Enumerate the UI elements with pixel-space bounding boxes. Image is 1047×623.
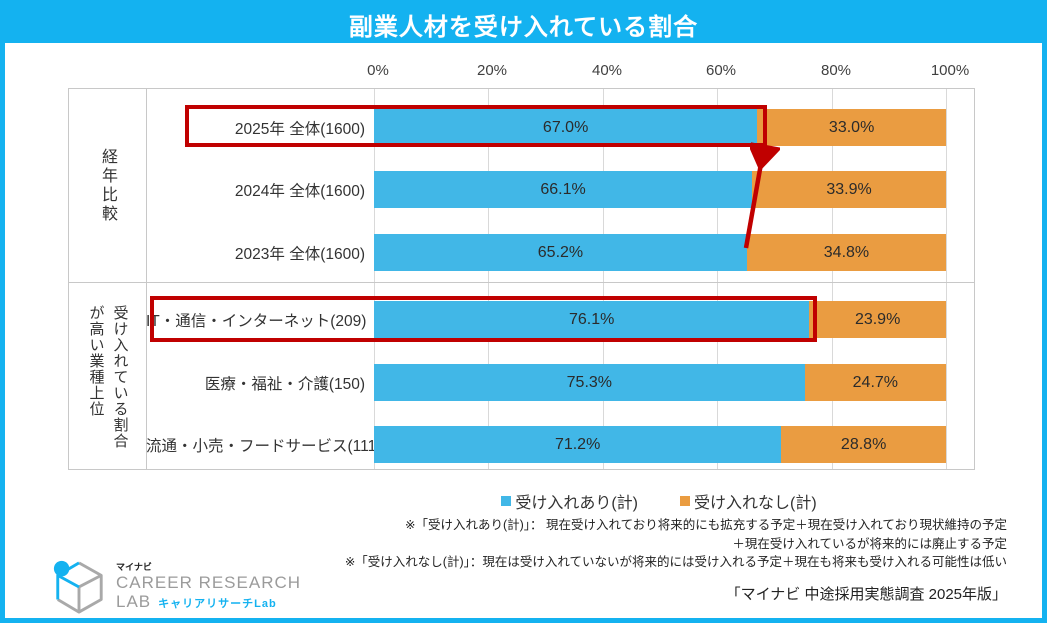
bar-reject: 34.8%: [746, 234, 946, 271]
legend-item-reject: 受け入れなし(計): [680, 489, 817, 513]
bar-value-label: 65.2%: [537, 243, 584, 261]
bar-value-label: 75.3%: [566, 373, 613, 391]
plot-area: 経年比較 受け入れている割合 が高い業種上位 2025年 全体(1600) 67…: [68, 88, 975, 470]
logo-subtitle: キャリアリサーチLab: [158, 597, 277, 610]
bar-reject: 28.8%: [781, 426, 946, 463]
stacked-bar: 71.2% 28.8%: [374, 426, 946, 463]
bar-accept: 65.2%: [374, 234, 747, 271]
chart-row-2023: 2023年 全体(1600) 65.2% 34.8%: [146, 234, 946, 271]
legend-swatch-reject: [680, 496, 690, 506]
bar-value-label: 23.9%: [854, 310, 901, 328]
logo-lab: LAB: [116, 591, 152, 611]
stacked-bar: 76.1% 23.9%: [374, 301, 946, 338]
mynavi-cube-icon: [53, 560, 103, 614]
footnote-line: ＋現在受け入れているが将来的には廃止する予定: [732, 536, 1007, 551]
chart-row-it: IT・通信・インターネット(209) 76.1% 23.9%: [146, 301, 946, 338]
x-axis-tick: 20%: [476, 62, 508, 79]
highlight-box-2025: [185, 105, 767, 147]
bar-reject: 24.7%: [804, 364, 946, 401]
chart-row-medical: 医療・福祉・介護(150) 75.3% 24.7%: [146, 364, 946, 401]
bar-value-label: 67.0%: [542, 118, 589, 136]
row-label: 2025年 全体(1600): [234, 120, 365, 138]
row-label: 2024年 全体(1600): [234, 182, 365, 200]
group-label-industries: 受け入れている割合 が高い業種上位: [69, 282, 146, 471]
group-label-text: 受け入れている割合 が高い業種上位: [84, 305, 132, 449]
x-axis-tick: 80%: [820, 62, 852, 79]
legend-label: 受け入れなし(計): [694, 495, 817, 512]
legend: 受け入れあり(計) 受け入れなし(計): [373, 489, 945, 513]
chart-row-2024: 2024年 全体(1600) 66.1% 33.9%: [146, 171, 946, 208]
x-axis-tick: 60%: [705, 62, 737, 79]
chart-row-2025: 2025年 全体(1600) 67.0% 33.0%: [146, 109, 946, 146]
bar-reject: 33.0%: [757, 109, 946, 146]
group-label-column: が高い業種上位: [87, 304, 105, 417]
x-axis-tick: 100%: [930, 62, 970, 79]
group-divider-vertical: [146, 89, 147, 469]
x-axis-tick: 0%: [367, 62, 389, 79]
gridline: [603, 89, 604, 469]
logo-brand: マイナビ: [116, 561, 152, 572]
rows-zone: 2025年 全体(1600) 67.0% 33.0% 2024年 全体(1600…: [146, 89, 974, 469]
bar-value-label: 71.2%: [554, 435, 601, 453]
row-label: 流通・小売・フードサービス(111): [146, 437, 382, 455]
bar-value-label: 76.1%: [568, 310, 615, 328]
logo-text: マイナビ CAREER RESEARCH LAB キャリアリサーチLab: [116, 561, 302, 610]
row-label: 医療・福祉・介護(150): [204, 375, 365, 393]
increase-arrow-icon: [743, 140, 780, 249]
title-bar: 副業人材を受け入れている割合: [5, 5, 1042, 43]
page-title: 副業人材を受け入れている割合: [348, 13, 699, 41]
bar-value-label: 34.8%: [823, 243, 870, 261]
highlight-box-it: [150, 296, 817, 342]
group-divider-horizontal: [69, 282, 974, 283]
bar-value-label: 66.1%: [540, 180, 586, 198]
gridline: [374, 89, 375, 469]
logo-line1: CAREER RESEARCH: [116, 572, 302, 592]
gridline: [832, 89, 833, 469]
bar-value-label: 28.8%: [840, 435, 887, 453]
bar-reject: 33.9%: [752, 171, 946, 208]
bar-value-label: 33.9%: [826, 180, 872, 198]
group-label-column: 受け入れている割合: [111, 304, 129, 449]
bar-accept: 66.1%: [374, 171, 753, 208]
legend-item-accept: 受け入れあり(計): [501, 489, 638, 513]
logo-line2: LAB キャリアリサーチLab: [116, 593, 301, 610]
bar-accept: 75.3%: [374, 364, 805, 401]
bar-value-label: 24.7%: [852, 373, 899, 391]
gridline: [488, 89, 489, 469]
gridline: [946, 89, 947, 469]
row-label: IT・通信・インターネット(209): [146, 312, 367, 330]
footnote-line: ※「受け入れなし(計)」：現在は受け入れていないが将来的には受け入れる予定＋現在…: [344, 555, 1007, 569]
row-label: 2023年 全体(1600): [234, 245, 365, 263]
bar-value-label: 33.0%: [828, 118, 875, 136]
legend-swatch-accept: [501, 496, 512, 506]
career-research-lab-logo: マイナビ CAREER RESEARCH LAB キャリアリサーチLab: [50, 558, 301, 614]
footnote-line: ※「受け入れあり(計)」： 現在受け入れており将来的にも拡充する予定＋現在受け入…: [404, 518, 1007, 532]
footnotes: ※「受け入れあり(計)」： 現在受け入れており将来的にも拡充する予定＋現在受け入…: [345, 516, 1007, 572]
stacked-bar: 75.3% 24.7%: [374, 364, 946, 401]
legend-label: 受け入れあり(計): [515, 495, 638, 512]
stacked-bar: 65.2% 34.8%: [374, 234, 946, 271]
gridline: [717, 89, 718, 469]
stacked-bar: 67.0% 33.0%: [374, 109, 946, 146]
bar-reject: 23.9%: [809, 301, 946, 338]
bar-accept: 67.0%: [374, 109, 758, 146]
source-citation: 「マイナビ 中途採用実態調査 2025年版」: [725, 586, 1007, 603]
x-axis-tick: 40%: [591, 62, 623, 79]
group-label-text: 経年比較: [99, 147, 116, 224]
stacked-bar: 66.1% 33.9%: [374, 171, 946, 208]
group-label-trend: 経年比較: [69, 89, 146, 282]
bar-accept: 71.2%: [374, 426, 782, 463]
bar-accept: 76.1%: [374, 301, 810, 338]
chart-row-retail: 流通・小売・フードサービス(111) 71.2% 28.8%: [146, 426, 946, 463]
